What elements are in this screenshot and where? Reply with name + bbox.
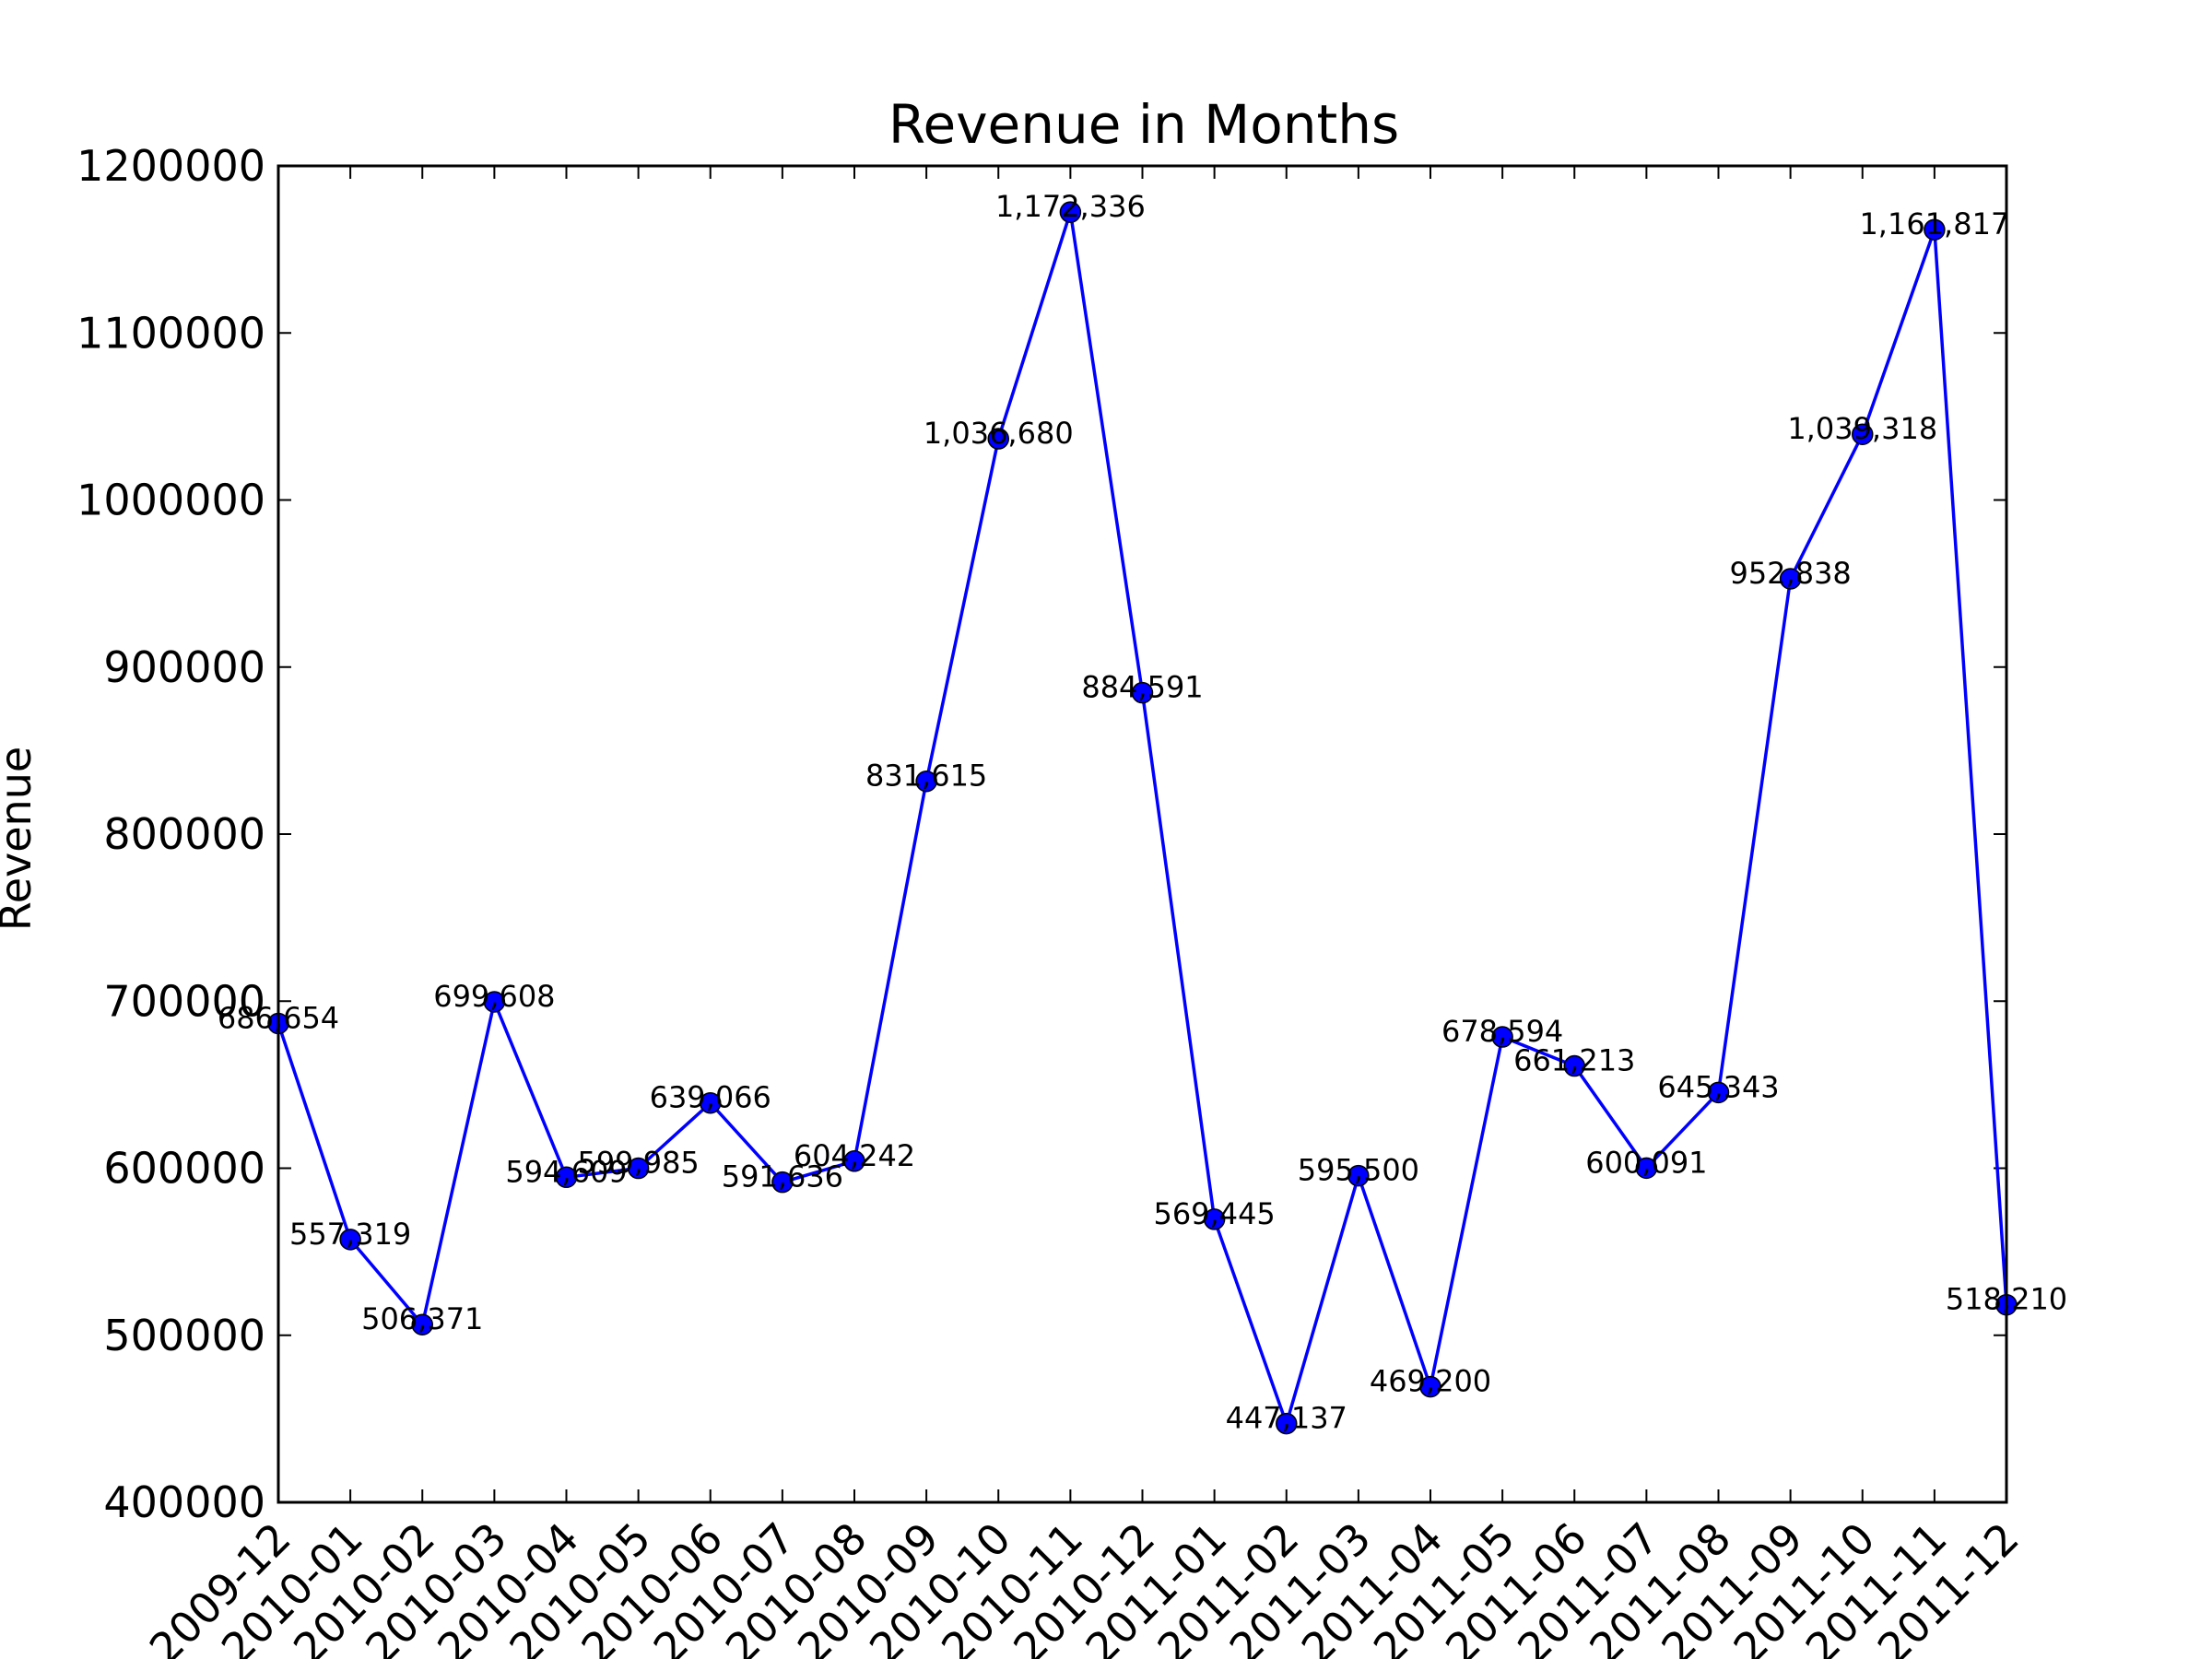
y-tick-label: 800000	[103, 809, 265, 859]
data-point	[627, 1157, 650, 1180]
data-label: 569,445	[1153, 1196, 1275, 1231]
data-point	[915, 770, 937, 793]
data-label: 1,172,336	[995, 189, 1146, 224]
y-tick-label: 900000	[103, 642, 265, 692]
y-tick-label: 1100000	[76, 308, 265, 358]
data-label: 506,371	[361, 1301, 483, 1336]
plot-area-frame	[276, 164, 2008, 1504]
y-tick-label: 700000	[103, 976, 265, 1026]
data-point	[771, 1171, 794, 1194]
data-label: 469,200	[1370, 1364, 1491, 1399]
data-point	[987, 428, 1009, 450]
data-point	[1347, 1164, 1370, 1187]
data-label: 1,039,318	[1787, 411, 1937, 446]
data-label: 645,343	[1657, 1069, 1779, 1104]
data-label: 594,609	[505, 1154, 627, 1189]
data-point	[483, 991, 506, 1013]
data-label: 447,137	[1226, 1401, 1347, 1436]
data-label: 600,091	[1585, 1145, 1707, 1180]
data-label: 884,591	[1081, 670, 1203, 705]
data-label: 1,161,817	[1859, 206, 2009, 241]
data-label: 699,608	[433, 979, 555, 1014]
y-axis-label: Revenue	[0, 747, 41, 931]
data-label: 831,615	[865, 759, 987, 794]
y-tick-label: 400000	[103, 1477, 265, 1527]
data-point	[1059, 201, 1082, 223]
chart-title: Revenue in Months	[888, 93, 1399, 156]
data-point	[1419, 1375, 1441, 1398]
data-label: 678,594	[1441, 1014, 1563, 1049]
data-label: 591,636	[722, 1159, 843, 1194]
y-axis: 400000 500000 600000 700000 800000 900000 1000…	[76, 141, 2006, 1527]
data-point	[339, 1229, 361, 1251]
data-point	[1707, 1081, 1730, 1104]
data-point	[700, 1091, 722, 1114]
data-label: 639,066	[650, 1080, 771, 1115]
data-point	[1924, 218, 1946, 241]
data-point	[1491, 1026, 1513, 1048]
revenue-series	[267, 201, 2018, 1435]
data-point	[1635, 1157, 1658, 1180]
y-tick-label: 1000000	[76, 476, 265, 525]
data-point	[1779, 568, 1802, 590]
y-tick-label: 500000	[103, 1311, 265, 1360]
data-point	[1276, 1412, 1298, 1435]
data-label: 952,838	[1729, 556, 1851, 591]
data-label: 557,319	[289, 1217, 411, 1252]
y-tick-label: 1200000	[76, 141, 265, 191]
data-point	[843, 1150, 865, 1172]
data-point	[555, 1166, 578, 1189]
data-point	[411, 1313, 433, 1335]
data-label: 661,213	[1513, 1043, 1635, 1078]
data-label: 604,242	[794, 1138, 915, 1173]
data-point	[1131, 681, 1154, 704]
data-point	[1563, 1054, 1585, 1077]
data-point	[1852, 423, 1874, 445]
y-tick-label: 600000	[103, 1144, 265, 1194]
data-label: 595,500	[1298, 1153, 1419, 1188]
data-label: 1,036,680	[924, 416, 1074, 451]
data-point	[1203, 1208, 1226, 1230]
data-label: 599,985	[577, 1146, 699, 1181]
